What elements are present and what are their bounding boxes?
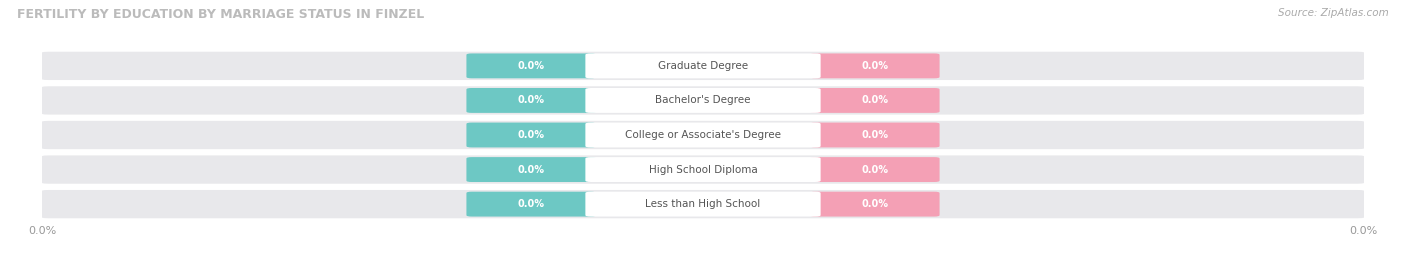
FancyBboxPatch shape (810, 157, 939, 182)
FancyBboxPatch shape (585, 157, 821, 182)
Text: 0.0%: 0.0% (517, 61, 544, 71)
Text: 0.0%: 0.0% (862, 130, 889, 140)
FancyBboxPatch shape (38, 189, 1368, 219)
FancyBboxPatch shape (810, 192, 939, 217)
FancyBboxPatch shape (467, 88, 596, 113)
FancyBboxPatch shape (38, 51, 1368, 81)
FancyBboxPatch shape (467, 123, 596, 147)
Text: FERTILITY BY EDUCATION BY MARRIAGE STATUS IN FINZEL: FERTILITY BY EDUCATION BY MARRIAGE STATU… (17, 8, 425, 21)
FancyBboxPatch shape (585, 53, 821, 78)
Text: 0.0%: 0.0% (862, 95, 889, 106)
FancyBboxPatch shape (810, 53, 939, 78)
Text: Source: ZipAtlas.com: Source: ZipAtlas.com (1278, 8, 1389, 18)
Text: Bachelor's Degree: Bachelor's Degree (655, 95, 751, 106)
Text: High School Diploma: High School Diploma (648, 164, 758, 175)
FancyBboxPatch shape (585, 88, 821, 113)
FancyBboxPatch shape (38, 85, 1368, 116)
Text: College or Associate's Degree: College or Associate's Degree (626, 130, 780, 140)
Text: Graduate Degree: Graduate Degree (658, 61, 748, 71)
FancyBboxPatch shape (810, 88, 939, 113)
FancyBboxPatch shape (467, 53, 596, 78)
Text: 0.0%: 0.0% (517, 164, 544, 175)
Text: 0.0%: 0.0% (517, 199, 544, 209)
FancyBboxPatch shape (585, 123, 821, 147)
FancyBboxPatch shape (810, 123, 939, 147)
FancyBboxPatch shape (585, 192, 821, 217)
Text: Less than High School: Less than High School (645, 199, 761, 209)
FancyBboxPatch shape (467, 157, 596, 182)
FancyBboxPatch shape (38, 154, 1368, 185)
Text: 0.0%: 0.0% (517, 95, 544, 106)
FancyBboxPatch shape (467, 192, 596, 217)
Text: 0.0%: 0.0% (862, 164, 889, 175)
Text: 0.0%: 0.0% (517, 130, 544, 140)
FancyBboxPatch shape (38, 120, 1368, 150)
Text: 0.0%: 0.0% (862, 199, 889, 209)
Text: 0.0%: 0.0% (862, 61, 889, 71)
